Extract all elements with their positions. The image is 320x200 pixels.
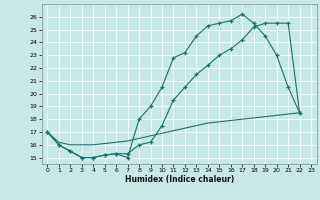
- X-axis label: Humidex (Indice chaleur): Humidex (Indice chaleur): [124, 175, 234, 184]
